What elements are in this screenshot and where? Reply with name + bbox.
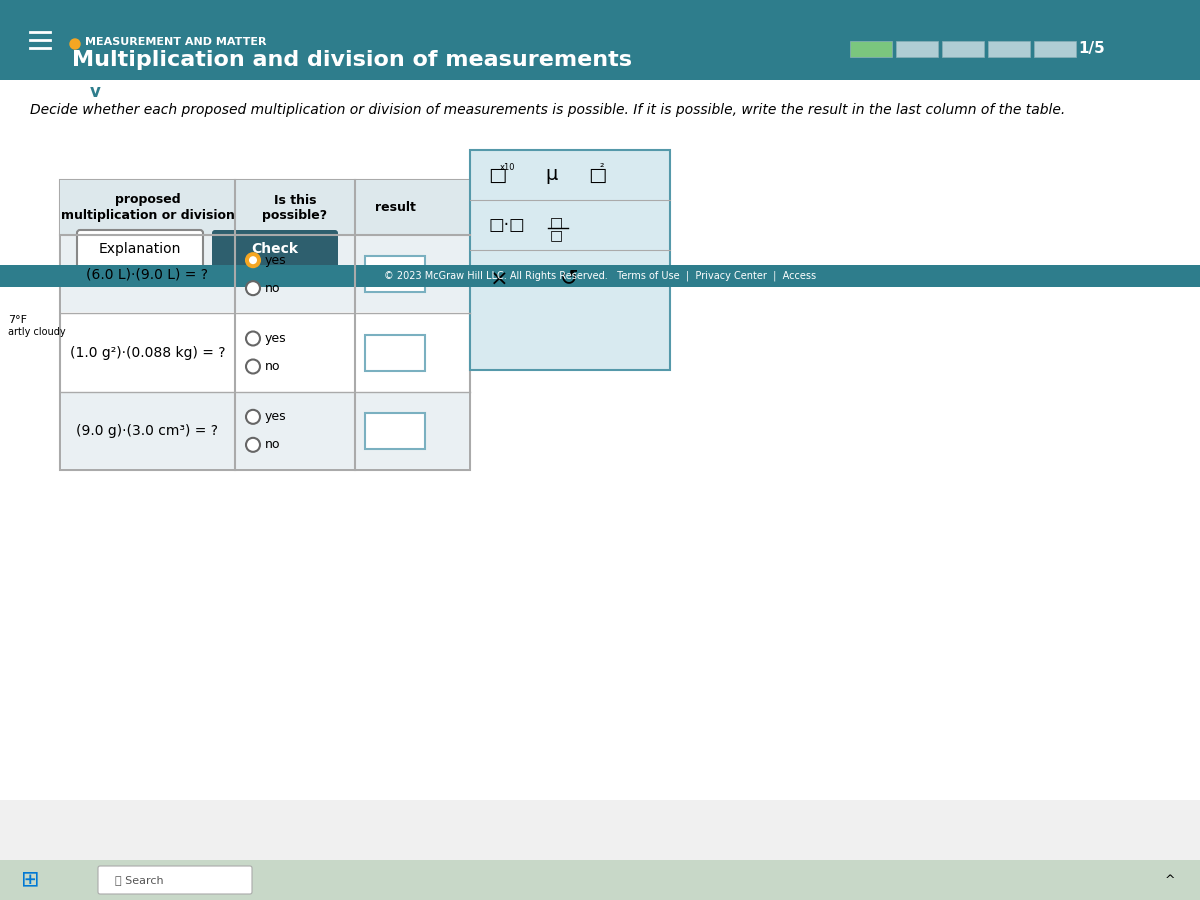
Text: ×: × [490,270,509,290]
Text: artly cloudy: artly cloudy [8,327,66,337]
Text: ²: ² [600,163,605,173]
Text: v: v [90,83,101,101]
Text: x10: x10 [500,164,516,173]
Text: yes: yes [265,332,287,345]
Circle shape [246,253,260,267]
FancyBboxPatch shape [0,80,1200,800]
Circle shape [246,359,260,374]
Text: 1/5: 1/5 [1078,41,1105,57]
FancyBboxPatch shape [365,256,425,292]
Text: □: □ [550,228,563,242]
FancyBboxPatch shape [850,41,892,57]
Text: Decide whether each proposed multiplication or division of measurements is possi: Decide whether each proposed multiplicat… [30,103,1066,117]
Text: result: result [374,201,415,214]
Text: (6.0 L)·(9.0 L) = ?: (6.0 L)·(9.0 L) = ? [86,267,209,281]
Text: □·□: □·□ [488,216,524,234]
Text: □: □ [550,215,563,229]
Text: Multiplication and division of measurements: Multiplication and division of measureme… [72,50,632,70]
Text: Check: Check [252,242,299,256]
FancyBboxPatch shape [60,180,470,470]
FancyBboxPatch shape [61,392,469,469]
Text: (1.0 g²)·(0.088 kg) = ?: (1.0 g²)·(0.088 kg) = ? [70,346,226,359]
Text: © 2023 McGraw Hill LLC. All Rights Reserved.   Terms of Use  |  Privacy Center  : © 2023 McGraw Hill LLC. All Rights Reser… [384,271,816,281]
Text: yes: yes [265,410,287,423]
FancyBboxPatch shape [0,0,1200,80]
Text: □: □ [488,166,506,184]
FancyBboxPatch shape [365,335,425,371]
FancyBboxPatch shape [98,866,252,894]
Text: 7°F: 7°F [8,315,28,325]
Text: ^: ^ [1165,874,1175,886]
FancyBboxPatch shape [942,41,984,57]
Text: proposed
multiplication or division: proposed multiplication or division [60,194,234,221]
FancyBboxPatch shape [77,230,203,268]
FancyBboxPatch shape [896,41,938,57]
Text: ⊞: ⊞ [20,870,40,890]
Text: □: □ [588,166,606,184]
Text: MEASUREMENT AND MATTER: MEASUREMENT AND MATTER [85,37,266,47]
FancyBboxPatch shape [60,180,470,235]
FancyBboxPatch shape [1034,41,1076,57]
FancyBboxPatch shape [470,150,670,370]
Text: (9.0 g)·(3.0 cm³) = ?: (9.0 g)·(3.0 cm³) = ? [77,424,218,437]
Text: no: no [265,282,281,294]
FancyBboxPatch shape [0,265,1200,287]
Text: μ: μ [545,166,557,184]
Circle shape [246,410,260,424]
Text: Is this
possible?: Is this possible? [263,194,328,221]
Text: no: no [265,360,281,373]
Text: Explanation: Explanation [98,242,181,256]
Circle shape [246,331,260,346]
Text: no: no [265,438,281,451]
Text: yes: yes [265,254,287,266]
FancyBboxPatch shape [365,413,425,449]
Circle shape [246,437,260,452]
Text: ↺: ↺ [560,268,578,288]
Circle shape [250,256,257,265]
FancyBboxPatch shape [988,41,1030,57]
FancyBboxPatch shape [212,230,338,268]
Circle shape [70,39,80,49]
Circle shape [246,281,260,295]
Text: 🔍 Search: 🔍 Search [115,875,163,885]
FancyBboxPatch shape [61,236,469,312]
FancyBboxPatch shape [0,860,1200,900]
